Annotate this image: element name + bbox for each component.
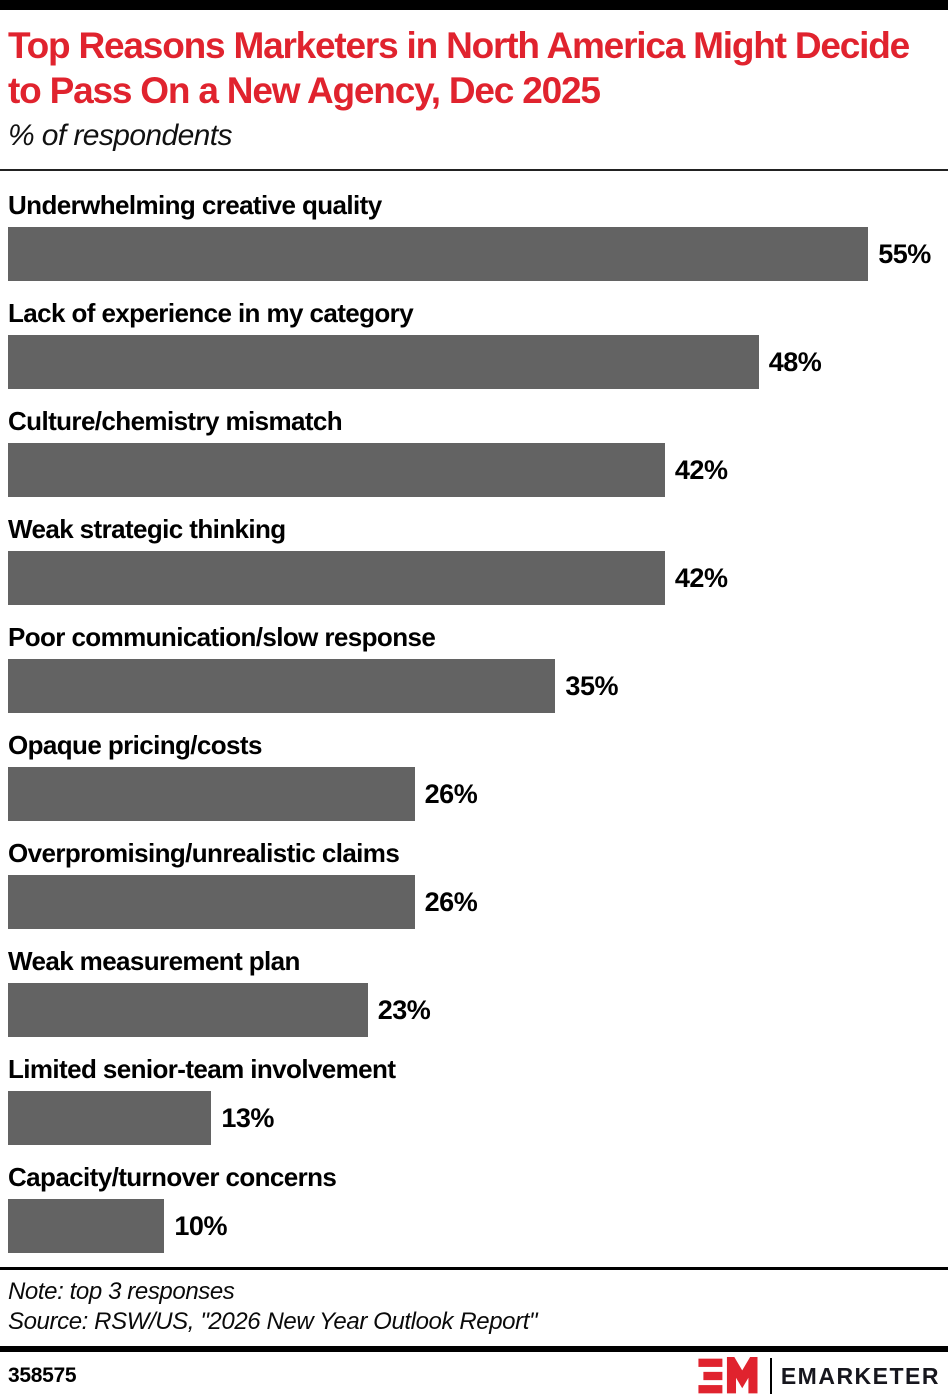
chart-row: Overpromising/unrealistic claims 26%	[8, 825, 940, 933]
bar-chart: Underwhelming creative quality 55% Lack of…	[0, 171, 948, 1257]
chart-row: Capacity/turnover concerns 10%	[8, 1149, 940, 1257]
emarketer-logo: EMARKETER	[698, 1357, 940, 1395]
chart-row: Weak measurement plan 23%	[8, 933, 940, 1041]
category-label: Culture/chemistry mismatch	[8, 406, 343, 436]
chart-row: Opaque pricing/costs 26%	[8, 717, 940, 825]
value-label: 55%	[878, 238, 931, 269]
bar	[8, 227, 869, 281]
bar-line: 35%	[8, 659, 940, 713]
chart-id: 358575	[8, 1364, 77, 1387]
bar	[8, 335, 759, 389]
bar	[8, 767, 415, 821]
bar	[8, 983, 368, 1037]
emarketer-logo-mark-icon	[698, 1357, 758, 1394]
value-label: 48%	[768, 346, 822, 377]
category-label: Opaque pricing/costs	[8, 730, 262, 760]
bar-line: 42%	[8, 551, 940, 605]
logo-separator	[769, 1358, 772, 1394]
bar	[8, 1199, 165, 1253]
bar-line: 26%	[8, 875, 940, 929]
value-label: 13%	[221, 1102, 274, 1133]
bar	[8, 875, 415, 929]
chart-header: Top Reasons Marketers in North America M…	[0, 10, 948, 155]
category-label: Limited senior-team involvement	[8, 1054, 396, 1084]
value-label: 26%	[424, 886, 478, 917]
footnote-divider	[0, 1267, 948, 1270]
value-label: 42%	[674, 454, 728, 485]
chart-subtitle: % of respondents	[8, 119, 232, 152]
chart-rows: Underwhelming creative quality 55% Lack of…	[8, 177, 940, 1257]
value-label: 26%	[424, 778, 478, 809]
chart-row: Underwhelming creative quality 55%	[8, 177, 940, 285]
chart-row: Lack of experience in my category 48%	[8, 285, 940, 393]
top-black-bar	[0, 0, 948, 10]
footer-bar: 358575 EMARKETER	[0, 1352, 948, 1400]
bar	[8, 659, 556, 713]
bar-line: 23%	[8, 983, 940, 1037]
category-label: Overpromising/unrealistic claims	[8, 838, 400, 868]
chart-row: Poor communication/slow response 35%	[8, 609, 940, 717]
bar-line: 10%	[8, 1199, 940, 1253]
emarketer-wordmark: EMARKETER	[780, 1362, 940, 1389]
bar	[8, 551, 665, 605]
chart-source: Source: RSW/US, "2026 New Year Outlook R…	[8, 1308, 538, 1335]
bar	[8, 1091, 212, 1145]
bar-line: 42%	[8, 443, 940, 497]
value-label: 35%	[565, 670, 618, 701]
chart-row: Culture/chemistry mismatch 42%	[8, 393, 940, 501]
bar	[8, 443, 665, 497]
chart-note: Note: top 3 responses	[8, 1278, 235, 1305]
chart-row: Weak strategic thinking 42%	[8, 501, 940, 609]
value-label: 42%	[674, 562, 728, 593]
chart-row: Limited senior-team involvement 13%	[8, 1041, 940, 1149]
bar-line: 55%	[8, 227, 940, 281]
category-label: Weak strategic thinking	[8, 514, 286, 544]
bar-line: 26%	[8, 767, 940, 821]
chart-title: Top Reasons Marketers in North America M…	[8, 25, 910, 111]
value-label: 23%	[377, 994, 431, 1025]
category-label: Capacity/turnover concerns	[8, 1162, 337, 1192]
chart-footnotes: Note: top 3 responses Source: RSW/US, "2…	[0, 1270, 948, 1346]
category-label: Underwhelming creative quality	[8, 190, 382, 220]
footer-thick-divider	[0, 1346, 948, 1352]
bar-line: 13%	[8, 1091, 940, 1145]
bar-line: 48%	[8, 335, 940, 389]
category-label: Weak measurement plan	[8, 946, 300, 976]
header-divider	[0, 169, 948, 171]
category-label: Poor communication/slow response	[8, 622, 436, 652]
value-label: 10%	[174, 1210, 227, 1241]
category-label: Lack of experience in my category	[8, 298, 414, 328]
